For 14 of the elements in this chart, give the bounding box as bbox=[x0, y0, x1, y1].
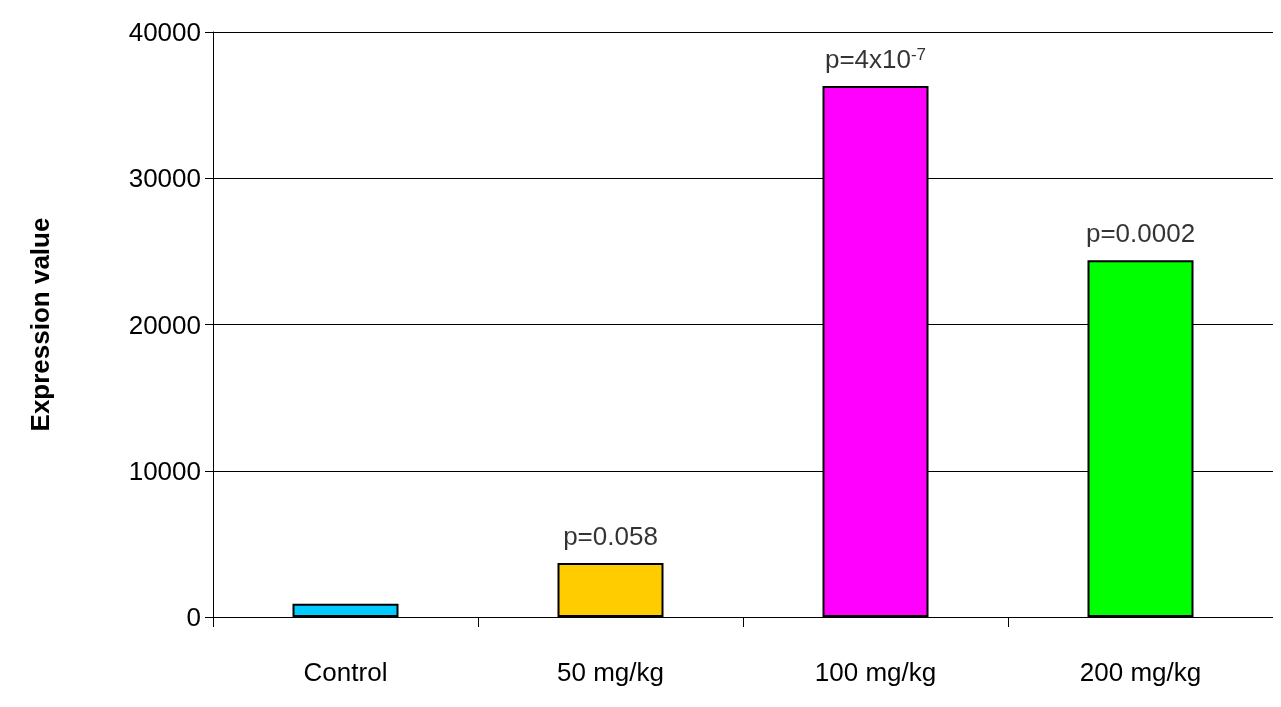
x-tick-label: Control bbox=[303, 657, 388, 687]
x-tick-label: 50 mg/kg bbox=[557, 657, 664, 687]
y-tick-label: 30000 bbox=[128, 163, 201, 194]
annotation: p=0.058 bbox=[563, 520, 658, 551]
bar bbox=[292, 603, 399, 617]
x-tick-label: 100 mg/kg bbox=[814, 657, 937, 687]
bar bbox=[557, 562, 664, 617]
y-axis-title: Expression value bbox=[25, 217, 55, 432]
y-tick-label: 10000 bbox=[128, 455, 201, 486]
y-tick-label: 20000 bbox=[128, 309, 201, 340]
x-tick-label: 200 mg/kg bbox=[1079, 657, 1202, 687]
annotation: p=0.0002 bbox=[1085, 218, 1196, 249]
y-tick-label: 0 bbox=[186, 602, 201, 632]
y-tick-label: 40000 bbox=[128, 17, 201, 47]
